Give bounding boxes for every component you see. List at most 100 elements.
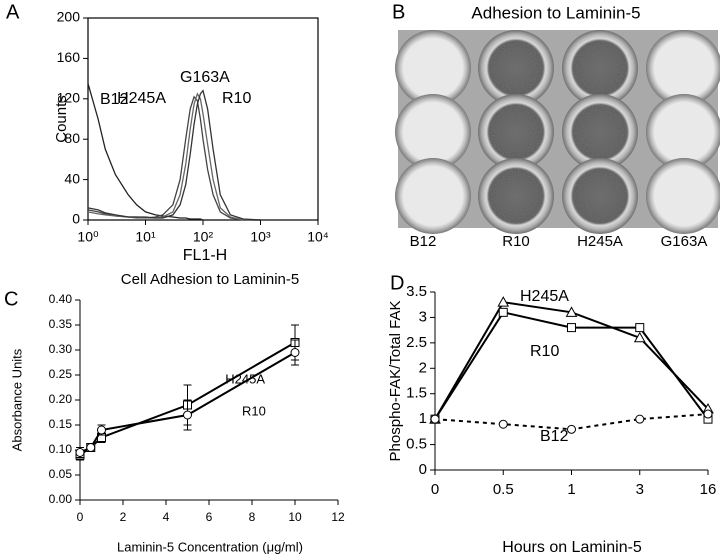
y-tick-label: 40 xyxy=(64,170,80,186)
marker xyxy=(86,443,96,452)
series-label: R10 xyxy=(242,403,266,418)
marker xyxy=(565,306,578,317)
chart-title: Cell Adhesion to Laminin-5 xyxy=(121,271,299,288)
x-tick-label: 1 xyxy=(567,481,575,498)
y-tick-label: 0.15 xyxy=(49,417,73,431)
x-axis-label: Laminin-5 Concentration (μg/ml) xyxy=(117,539,303,554)
wells xyxy=(395,30,720,234)
well xyxy=(395,30,471,106)
x-axis-label: FL1-H xyxy=(183,247,227,264)
series-label: R10 xyxy=(222,90,251,107)
cell-spots xyxy=(488,40,544,96)
y-tick-label: 0.35 xyxy=(49,317,73,331)
x-tick-label: 6 xyxy=(206,510,213,524)
y-tick-label: 0.10 xyxy=(49,442,73,456)
marker xyxy=(498,307,508,317)
y-tick-label: 0 xyxy=(419,461,427,478)
marker xyxy=(430,414,440,424)
series-line xyxy=(87,95,261,221)
y-tick-label: 2 xyxy=(419,359,427,376)
marker xyxy=(567,323,576,333)
series-label: B12 xyxy=(100,91,129,108)
marker xyxy=(97,425,106,435)
y-tick-label: 0.40 xyxy=(49,292,73,306)
series-line xyxy=(434,301,709,420)
well xyxy=(646,30,720,106)
x-tick-label: 0 xyxy=(431,481,439,498)
y-tick-label: 80 xyxy=(64,130,80,146)
y-tick-label: 0.30 xyxy=(49,342,73,356)
x-tick-label: 10³ xyxy=(250,229,271,245)
y-tick-label: 160 xyxy=(57,49,81,65)
x-tick-label: 10 xyxy=(288,510,302,524)
well xyxy=(646,158,720,234)
y-axis-label: Absorbance Units xyxy=(9,348,24,451)
photo-panel: B Adhesion to Laminin-5 xyxy=(392,1,720,234)
x-tick-label: 0 xyxy=(77,510,84,524)
panel-label: B xyxy=(392,1,405,23)
y-axis-label: Counts xyxy=(53,95,70,143)
x-tick-label: 10⁰ xyxy=(77,229,99,245)
panel-label: A xyxy=(6,1,20,23)
y-tick-label: 3 xyxy=(419,308,427,325)
y-tick-label: 1 xyxy=(419,410,427,427)
x-tick-label: 12 xyxy=(331,510,345,524)
marker xyxy=(633,331,646,343)
marker xyxy=(567,424,576,434)
marker xyxy=(497,296,510,307)
x-tick-label: 10⁴ xyxy=(307,229,329,245)
y-tick-label: 200 xyxy=(57,9,81,25)
column-label: B12 xyxy=(410,233,437,250)
cell-spots xyxy=(488,168,544,224)
marker xyxy=(635,323,645,333)
marker xyxy=(635,414,645,424)
panel-label: C xyxy=(4,288,18,310)
cell-spots xyxy=(488,104,544,160)
marker xyxy=(703,409,713,419)
x-tick-label: 0.5 xyxy=(493,481,514,498)
y-tick-label: 0.00 xyxy=(49,492,73,506)
x-tick-label: 10² xyxy=(193,229,214,245)
well xyxy=(395,94,471,170)
y-tick-label: 3.5 xyxy=(406,283,427,300)
series-label: H245A xyxy=(520,288,569,305)
series-label: R10 xyxy=(530,343,559,360)
y-axis-label: Phospho-FAK/Total FAK xyxy=(387,301,404,462)
series-line xyxy=(87,83,261,221)
y-tick-label: 0.25 xyxy=(49,367,73,381)
x-axis-label: Hours on Laminin-5 xyxy=(502,539,642,556)
column-label: R10 xyxy=(502,233,530,250)
column-label: H245A xyxy=(577,233,623,250)
x-tick-label: 2 xyxy=(120,510,127,524)
y-tick-label: 2.5 xyxy=(406,334,427,351)
cell-spots xyxy=(572,168,628,224)
photo-title: Adhesion to Laminin-5 xyxy=(471,3,640,22)
cell-spots xyxy=(572,40,628,96)
marker xyxy=(75,448,85,457)
column-label: G163A xyxy=(661,233,708,250)
well xyxy=(646,94,720,170)
y-tick-label: 0.05 xyxy=(49,467,73,481)
marker xyxy=(183,410,192,420)
x-tick-label: 16 xyxy=(700,481,717,498)
x-tick-label: 8 xyxy=(249,510,256,524)
series-label: G163A xyxy=(180,69,230,86)
y-tick-label: 120 xyxy=(57,90,81,106)
y-tick-label: 1.5 xyxy=(406,385,427,402)
cell-spots xyxy=(572,104,628,160)
y-tick-label: 0.20 xyxy=(49,392,73,406)
x-tick-label: 10¹ xyxy=(135,229,156,245)
y-tick-label: 0.5 xyxy=(406,436,427,453)
panel-label: D xyxy=(390,272,404,294)
x-tick-label: 3 xyxy=(636,481,644,498)
series-label: H245A xyxy=(117,90,166,107)
series-label: B12 xyxy=(540,428,569,445)
marker xyxy=(498,419,508,429)
well xyxy=(395,158,471,234)
x-tick-label: 4 xyxy=(163,510,170,524)
y-tick-label: 0 xyxy=(72,211,80,227)
marker xyxy=(290,348,300,357)
series-line xyxy=(87,89,261,221)
